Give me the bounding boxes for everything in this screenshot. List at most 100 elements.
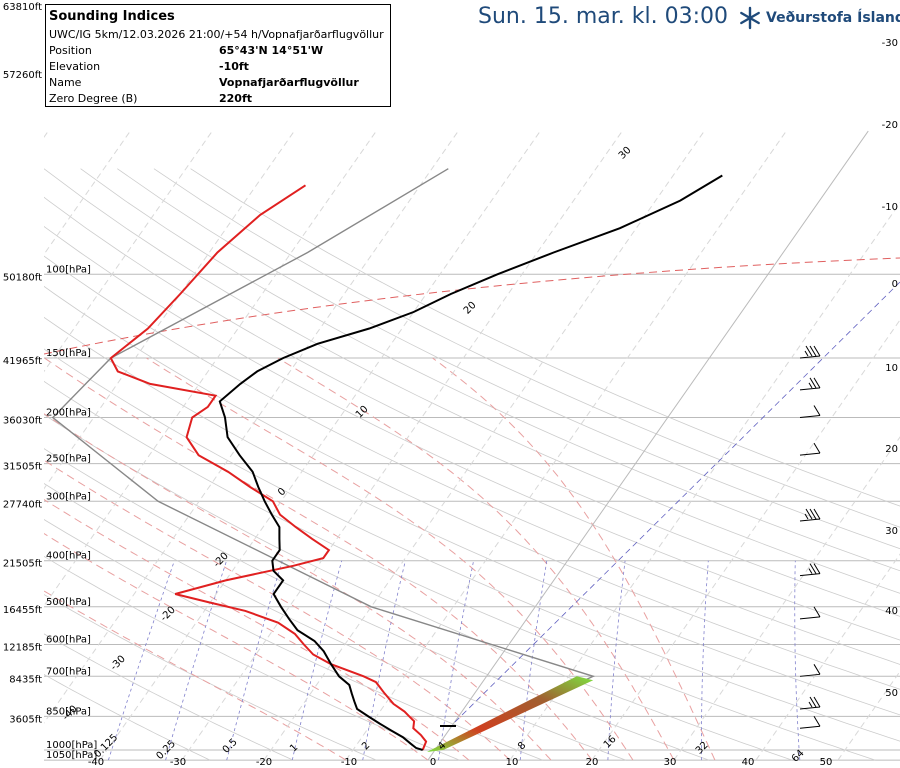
- barb-flag: [805, 508, 813, 520]
- barb-half-flag: [804, 350, 809, 357]
- pressure-label: 500[hPa]: [46, 597, 91, 608]
- dry-adiabat: [190, 168, 900, 507]
- dry-adiabat: [44, 555, 460, 761]
- barb-staff: [799, 573, 821, 577]
- isotherm-line: [509, 201, 900, 761]
- altitude-label: 36030ft: [3, 415, 42, 426]
- barb-half-flag: [808, 568, 813, 574]
- barb-flag: [813, 715, 821, 727]
- info-value: -10ft: [219, 60, 249, 73]
- info-row-position: Position 65°43'N 14°51'W: [49, 43, 387, 59]
- dry-adiabat: [44, 380, 876, 761]
- isotherm-label: -30: [109, 654, 128, 673]
- pressure-label: 100[hPa]: [46, 264, 91, 275]
- temperature-tick-label: 10: [506, 757, 519, 768]
- pressure-label: 300[hPa]: [46, 491, 91, 502]
- pressure-label: 400[hPa]: [46, 551, 91, 562]
- chart-grid: [44, 130, 900, 761]
- barb-staff: [799, 414, 821, 418]
- chart-labels: 63810ft 57260ft 100[hPa] 50180ft 150[hPa] 419…: [3, 2, 898, 768]
- wind-barb: [799, 606, 821, 620]
- isotherm-label: 20: [462, 300, 479, 317]
- dry-adiabat: [44, 633, 294, 761]
- mixing-ratio-label: 1: [288, 742, 300, 754]
- wind-barb: [799, 664, 821, 677]
- mixing-ratio-line: [226, 560, 283, 761]
- barb-flag: [809, 508, 817, 520]
- temperature-profile: [109, 184, 428, 751]
- dry-adiabat: [44, 316, 900, 716]
- wind-barb: [799, 377, 821, 391]
- wind-barb: [799, 442, 821, 456]
- sounding-indices-panel: Sounding Indices UWC/IG 5km/12.03.2026 2…: [45, 4, 391, 107]
- zero-isotherm: [427, 130, 869, 761]
- isotherm-line: [44, 130, 377, 607]
- barb-flag: [809, 696, 817, 708]
- info-label: Zero Degree (B): [49, 92, 138, 105]
- isotherm-line: [44, 130, 49, 139]
- barb-flag: [813, 442, 821, 454]
- info-value: Vopnafjarðarflugvöllur: [219, 76, 359, 89]
- pressure-label: 150[hPa]: [46, 348, 91, 359]
- isotherm-line: [591, 319, 900, 761]
- barb-staff: [799, 616, 821, 620]
- altitude-label: 21505ft: [3, 559, 42, 570]
- pressure-label: 1000[hPa]: [46, 740, 97, 751]
- barb-staff: [799, 452, 821, 456]
- surface-parcel-line: [454, 281, 900, 723]
- pressure-label: 250[hPa]: [46, 454, 91, 465]
- dry-adiabat: [44, 168, 900, 594]
- temperature-tick-label: 30: [664, 757, 677, 768]
- wind-barb: [799, 696, 821, 710]
- moist-adiabat: [44, 498, 470, 761]
- altitude-label: 3605ft: [9, 714, 42, 725]
- temperature-tick-label: 20: [586, 757, 599, 768]
- barb-flag: [813, 664, 821, 675]
- moist-adiabat: [44, 357, 593, 761]
- mixing-ratio-line: [519, 560, 548, 761]
- moist-adiabat: [44, 590, 347, 761]
- dry-adiabat: [44, 348, 900, 742]
- barb-flag: [813, 606, 821, 618]
- right-axis-label: 20: [885, 444, 898, 455]
- moist-adiabat: [146, 357, 634, 761]
- altitude-label: 16455ft: [3, 605, 42, 616]
- mixing-ratio-label: 2: [360, 740, 372, 752]
- right-axis-label: -30: [882, 38, 898, 49]
- pressure-label: 700[hPa]: [46, 666, 91, 677]
- mixing-ratio-line: [701, 560, 709, 761]
- temperature-tick-label: -40: [88, 757, 104, 768]
- dry-adiabat: [80, 168, 900, 572]
- info-label: Name: [49, 76, 82, 89]
- right-axis-label: -20: [882, 120, 898, 131]
- altitude-label: 41965ft: [3, 356, 42, 367]
- dry-adiabat: [44, 594, 377, 761]
- brand-logo: Veðurstofa Íslands: [738, 6, 900, 30]
- parcel-path: [51, 168, 596, 751]
- isotherm-label: -20: [159, 605, 178, 624]
- isotherm-line: [345, 130, 787, 761]
- barb-flag: [813, 508, 821, 520]
- freezing-level-line: [44, 257, 900, 355]
- isotherm-label: 0: [276, 486, 288, 498]
- snowflake-icon: [740, 6, 760, 30]
- barb-staff: [799, 355, 821, 359]
- mixing-ratio-label: 32: [694, 740, 711, 757]
- barb-flag: [813, 345, 821, 357]
- isotherm-line: [673, 436, 900, 761]
- mixing-ratio-line: [291, 560, 343, 761]
- isotherm-line: [755, 553, 900, 761]
- temperature-tick-label: -30: [170, 757, 186, 768]
- dry-adiabat: [44, 674, 211, 761]
- mixing-ratio-line: [438, 560, 474, 761]
- barb-staff: [799, 673, 821, 677]
- wind-barb: [799, 563, 821, 577]
- dry-adiabat: [44, 285, 900, 690]
- cape-area: [426, 676, 594, 752]
- wind-barb: [799, 715, 821, 729]
- dry-adiabat: [44, 519, 543, 761]
- barb-staff: [799, 706, 821, 710]
- info-row-elevation: Elevation -10ft: [49, 59, 387, 75]
- dry-adiabat: [44, 225, 900, 641]
- dry-adiabat: [117, 168, 900, 550]
